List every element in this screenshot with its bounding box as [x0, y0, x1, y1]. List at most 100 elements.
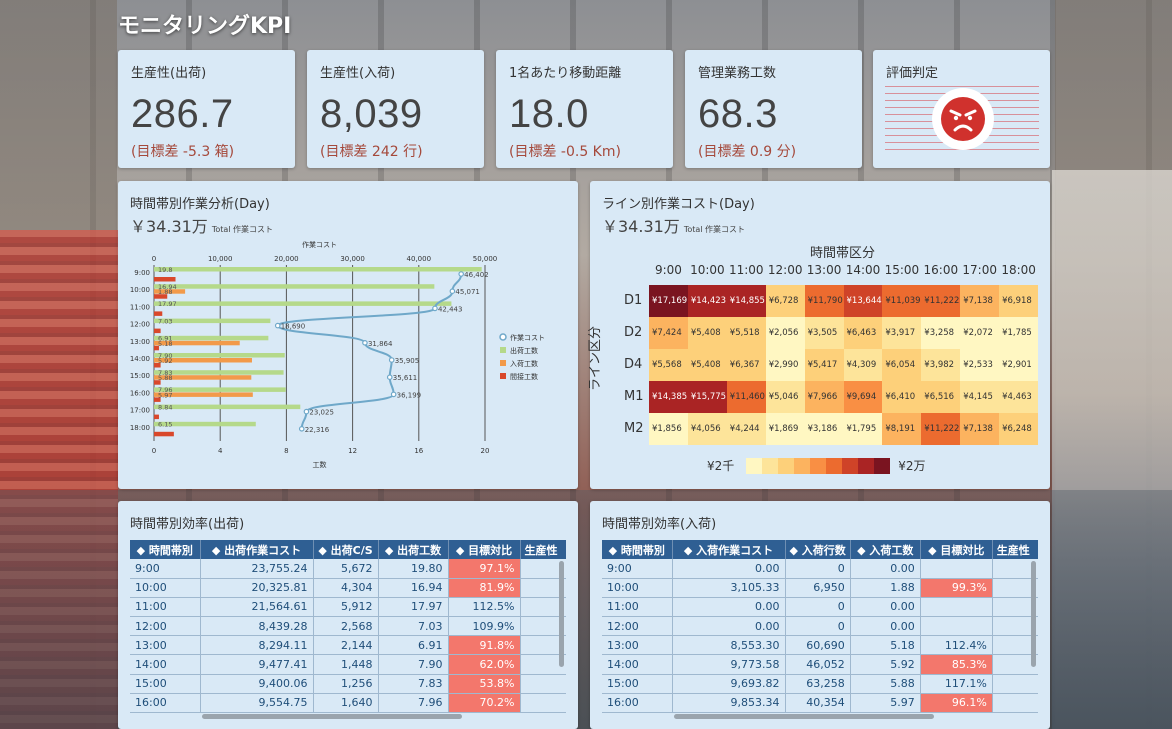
column-header[interactable]: 生産性 — [520, 540, 566, 559]
kpi-value: 8,039 — [320, 92, 423, 136]
kpi-card-shipping[interactable]: 生産性(出荷) 286.7 (目標差 -5.3 箱) — [118, 50, 295, 168]
heatmap-cell[interactable]: ¥6,463 — [843, 317, 883, 349]
table-row[interactable]: 16:00 9,853.34 40,354 5.97 96.1% — [602, 693, 1038, 714]
kpi-card-distance[interactable]: 1名あたり移動距離 18.0 (目標差 -0.5 Km) — [496, 50, 673, 168]
shipping-table-viewport[interactable]: ◆ 時間帯別 ◆ 出荷作業コスト ◆ 出荷C/S ◆ 出荷工数 ◆ 目標対比 生産性 9:0… — [130, 540, 566, 716]
heatmap-cell[interactable]: ¥3,186 — [804, 413, 844, 445]
heatmap-cell[interactable]: ¥5,568 — [649, 349, 688, 381]
column-header[interactable]: ◆ 出荷C/S — [313, 540, 379, 559]
heatmap-cell[interactable]: ¥5,417 — [804, 349, 844, 381]
heatmap-cell[interactable]: ¥1,795 — [843, 413, 883, 445]
heatmap-cell[interactable]: ¥6,248 — [999, 413, 1038, 445]
table-row[interactable]: 11:00 21,564.61 5,912 17.97 112.5% — [130, 597, 566, 618]
category-label: 15:00 — [130, 372, 150, 380]
heatmap-cell[interactable]: ¥8,191 — [882, 413, 922, 445]
heatmap-cell[interactable]: ¥5,046 — [765, 381, 805, 413]
table-row[interactable]: 12:00 8,439.28 2,568 7.03 109.9% — [130, 616, 566, 637]
column-header[interactable]: ◆ 目標対比 — [920, 540, 993, 559]
heatmap-cell[interactable]: ¥15,775 — [687, 381, 727, 413]
heatmap-cell[interactable]: ¥6,054 — [882, 349, 922, 381]
heatmap-cell[interactable]: ¥3,982 — [921, 349, 961, 381]
heatmap-cell[interactable]: ¥3,258 — [921, 317, 961, 349]
table-row[interactable]: 9:00 23,755.24 5,672 19.80 97.1% — [130, 559, 566, 579]
heatmap-cell[interactable]: ¥5,408 — [687, 349, 727, 381]
heatmap-cell[interactable]: ¥7,138 — [960, 285, 1000, 317]
kpi-value: 286.7 — [131, 92, 234, 136]
horizontal-scrollbar[interactable] — [674, 714, 934, 719]
line-data-label: 46,402 — [464, 271, 489, 279]
table-row[interactable]: 9:00 0.00 0 0.00 — [602, 559, 1038, 579]
table-cell: 16:00 — [602, 693, 673, 714]
column-header[interactable]: ◆ 出荷作業コスト — [200, 540, 314, 559]
column-header[interactable]: ◆ 入荷作業コスト — [672, 540, 786, 559]
heatmap-cell[interactable]: ¥11,790 — [804, 285, 844, 317]
heatmap-cell[interactable]: ¥4,309 — [843, 349, 883, 381]
heatmap-cell[interactable]: ¥1,869 — [765, 413, 805, 445]
heatmap-cell[interactable]: ¥11,222 — [921, 285, 961, 317]
table-row[interactable]: 10:00 20,325.81 4,304 16.94 81.9% — [130, 578, 566, 598]
heatmap-cell[interactable]: ¥14,423 — [687, 285, 727, 317]
kpi-card-admin-hours[interactable]: 管理業務工数 68.3 (目標差 0.9 分) — [685, 50, 862, 168]
heatmap-cell[interactable]: ¥6,410 — [882, 381, 922, 413]
column-header[interactable]: ◆ 入荷行数 — [785, 540, 851, 559]
heatmap-cell[interactable]: ¥13,644 — [843, 285, 883, 317]
table-row[interactable]: 15:00 9,400.06 1,256 7.83 53.8% — [130, 674, 566, 694]
heatmap-cell[interactable]: ¥14,855 — [726, 285, 766, 317]
bar-indirect-hours — [154, 311, 163, 316]
kpi-card-receiving[interactable]: 生産性(入荷) 8,039 (目標差 242 行) — [307, 50, 484, 168]
heatmap-cell[interactable]: ¥7,424 — [649, 317, 688, 349]
column-header[interactable]: ◆ 出荷工数 — [378, 540, 449, 559]
heatmap-cell[interactable]: ¥7,138 — [960, 413, 1000, 445]
heatmap-cell[interactable]: ¥14,385 — [649, 381, 688, 413]
table-row[interactable]: 16:00 9,554.75 1,640 7.96 70.2% — [130, 693, 566, 714]
table-row[interactable]: 12:00 0.00 0 0.00 — [602, 616, 1038, 637]
evaluation-card[interactable]: 評価判定 — [873, 50, 1050, 168]
heatmap-cell[interactable]: ¥6,516 — [921, 381, 961, 413]
heatmap-cell[interactable]: ¥2,072 — [960, 317, 1000, 349]
table-row[interactable]: 13:00 8,553.30 60,690 5.18 112.4% — [602, 635, 1038, 656]
vertical-scrollbar[interactable] — [559, 561, 564, 667]
heatmap-cell[interactable]: ¥3,505 — [804, 317, 844, 349]
heatmap-cell[interactable]: ¥6,728 — [765, 285, 805, 317]
heatmap-cell[interactable]: ¥3,917 — [882, 317, 922, 349]
table-row[interactable]: 10:00 3,105.33 6,950 1.88 99.3% — [602, 578, 1038, 598]
heatmap-cell[interactable]: ¥11,222 — [921, 413, 961, 445]
heatmap-cell[interactable]: ¥7,966 — [804, 381, 844, 413]
heatmap-cell[interactable]: ¥4,145 — [960, 381, 1000, 413]
table-row[interactable]: 13:00 8,294.11 2,144 6.91 91.8% — [130, 635, 566, 656]
heatmap-cell[interactable]: ¥2,901 — [999, 349, 1038, 381]
column-header[interactable]: ◆ 目標対比 — [448, 540, 521, 559]
receiving-table-viewport[interactable]: ◆ 時間帯別 ◆ 入荷作業コスト ◆ 入荷行数 ◆ 入荷工数 ◆ 目標対比 生産性 9:00… — [602, 540, 1038, 716]
table-row[interactable]: 15:00 9,693.82 63,258 5.88 117.1% — [602, 674, 1038, 694]
heatmap-cell[interactable]: ¥1,785 — [999, 317, 1038, 349]
heatmap-cell[interactable]: ¥4,244 — [726, 413, 766, 445]
heatmap-cell[interactable]: ¥5,408 — [687, 317, 727, 349]
heatmap-cell[interactable]: ¥9,694 — [843, 381, 883, 413]
heatmap-cell[interactable]: ¥2,990 — [765, 349, 805, 381]
table-row[interactable]: 14:00 9,773.58 46,052 5.92 85.3% — [602, 654, 1038, 675]
vertical-scrollbar[interactable] — [1031, 561, 1036, 667]
column-header[interactable]: 生産性 — [992, 540, 1038, 559]
heatmap-x-title: 時間帯区分 — [810, 246, 876, 261]
heatmap-cell[interactable]: ¥2,533 — [960, 349, 1000, 381]
heatmap-cell[interactable]: ¥6,367 — [726, 349, 766, 381]
heatmap-cell[interactable]: ¥1,856 — [649, 413, 688, 445]
heatmap-cell[interactable]: ¥4,056 — [687, 413, 727, 445]
bar-data-label: 17.97 — [158, 300, 177, 308]
bar-data-label: 5.97 — [158, 391, 172, 399]
heatmap-cell[interactable]: ¥2,056 — [765, 317, 805, 349]
heatmap-cell[interactable]: ¥17,169 — [649, 285, 688, 317]
heatmap-cell[interactable]: ¥11,039 — [882, 285, 922, 317]
heatmap-cell[interactable]: ¥4,463 — [999, 381, 1038, 413]
column-header[interactable]: ◆ 時間帯別 — [602, 540, 673, 559]
horizontal-scrollbar[interactable] — [202, 714, 462, 719]
column-header[interactable]: ◆ 時間帯別 — [130, 540, 201, 559]
bar-receiving-hours — [154, 358, 252, 363]
table-cell: 97.1% — [448, 559, 521, 579]
table-row[interactable]: 11:00 0.00 0 0.00 — [602, 597, 1038, 618]
heatmap-cell[interactable]: ¥5,518 — [726, 317, 766, 349]
table-row[interactable]: 14:00 9,477.41 1,448 7.90 62.0% — [130, 654, 566, 675]
heatmap-cell[interactable]: ¥6,918 — [999, 285, 1038, 317]
column-header[interactable]: ◆ 入荷工数 — [850, 540, 921, 559]
heatmap-cell[interactable]: ¥11,460 — [726, 381, 766, 413]
